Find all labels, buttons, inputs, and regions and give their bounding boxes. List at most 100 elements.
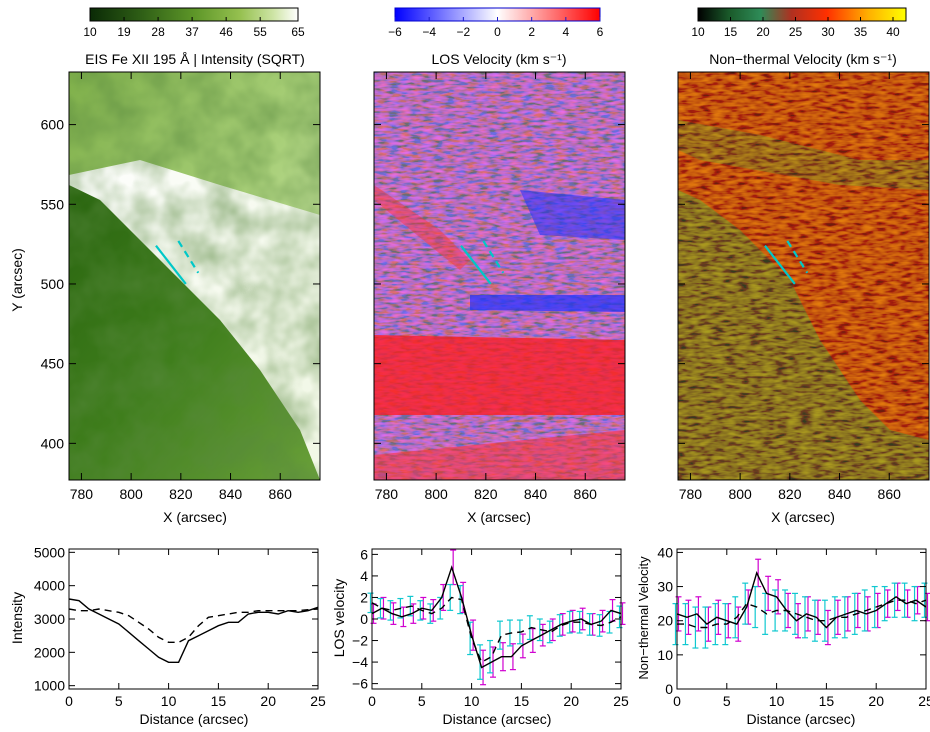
plot-y-tick-label: 4 (360, 568, 368, 584)
plot-x-tick-label: 20 (563, 693, 579, 709)
map-y-tick-label: 400 (41, 435, 65, 451)
map-x-tick-label: 840 (219, 486, 243, 502)
map-intensity-title: EIS Fe XII 195 Å | Intensity (SQRT) (85, 51, 305, 67)
plot-y-tick-label: −2 (352, 633, 368, 649)
plot-x-tick-label: 0 (65, 693, 73, 709)
colorbar-tick-label: 65 (291, 25, 305, 39)
blue-strip-region (470, 295, 625, 312)
slit-line-dashed (177, 240, 200, 274)
map-y-tick-label: 550 (41, 196, 65, 212)
colorbar-nonthermal-ticks: 10 15 20 25 30 35 40 (691, 17, 900, 39)
colorbar-tick-label: −4 (422, 25, 436, 39)
plot-y-tick-label: 40 (657, 544, 673, 560)
plot-y-tick-label: 2 (360, 589, 368, 605)
map-nonthermal-xlabel: X (arcsec) (771, 509, 835, 525)
plot-nonthermal-ylabel: Non−thermal Velocity (636, 556, 651, 680)
series-line-dashed (677, 599, 927, 629)
plot-x-tick-label: 25 (310, 693, 326, 709)
map-x-tick-label: 800 (728, 486, 752, 502)
plot-y-tick-label: 0 (665, 681, 673, 697)
plot-x-tick-label: 10 (161, 693, 177, 709)
colorbar-intensity-ticks: 10 19 28 37 46 55 65 (83, 17, 305, 39)
plot-y-tick-label: 3000 (34, 611, 65, 627)
plot-velocity-xlabel: Distance (arcsec) (443, 711, 552, 727)
colorbar-tick-label: 19 (117, 25, 131, 39)
map-nonthermal (678, 72, 929, 480)
colorbar-tick-label: 2 (528, 25, 535, 39)
map-axes: 780 800 820 840 860 400 450 500 550 600 780 800 820 8… (41, 72, 929, 502)
plot-x-tick-label: 25 (918, 693, 930, 709)
plot-intensity-profile: 0 5 10 15 20 25 1000 2000 3000 4000 5000 (34, 544, 326, 709)
plot-x-tick-label: 15 (819, 693, 835, 709)
colorbar-tick-label: 20 (756, 25, 770, 39)
map-velocity (374, 72, 625, 480)
map-intensity-ylabel: Y (arcsec) (9, 248, 25, 312)
map-velocity-title: LOS Velocity (km s⁻¹) (432, 51, 567, 67)
slit-line-solid (155, 245, 187, 285)
colorbar-tick-label: 46 (219, 25, 233, 39)
colorbar-tick-label: 4 (562, 25, 569, 39)
map-x-tick-label: 820 (169, 486, 193, 502)
plot-y-tick-label: 2000 (34, 644, 65, 660)
map-x-tick-label: 780 (70, 486, 94, 502)
plot-intensity-xlabel: Distance (arcsec) (140, 711, 249, 727)
colorbar-tick-label: 37 (185, 25, 199, 39)
plot-y-tick-label: 4000 (34, 578, 65, 594)
plot-x-tick-label: 5 (418, 693, 426, 709)
colorbar-intensity: 10 19 28 37 46 55 65 (83, 7, 305, 39)
plot-velocity-ylabel: LOS velocity (331, 579, 347, 658)
slit-lines (460, 240, 505, 285)
plot-frame (676, 548, 927, 690)
plot-intensity-ylabel: Intensity (9, 592, 25, 644)
plot-frame (371, 548, 622, 690)
map-velocity-xlabel: X (arcsec) (467, 509, 531, 525)
plot-y-tick-label: 30 (657, 579, 673, 595)
colorbar-tick-label: 0 (494, 25, 501, 39)
map-x-tick-label: 860 (574, 486, 598, 502)
map-x-tick-label: 800 (424, 486, 448, 502)
map-y-tick-label: 500 (41, 276, 65, 292)
plot-x-tick-label: 0 (673, 693, 681, 709)
plot-x-tick-label: 10 (464, 693, 480, 709)
map-x-tick-label: 820 (778, 486, 802, 502)
map-x-tick-label: 820 (474, 486, 498, 502)
colorbar-tick-label: 10 (691, 25, 705, 39)
map-intensity (69, 72, 320, 480)
map-y-tick-label: 450 (41, 356, 65, 372)
colorbar-tick-label: 35 (854, 25, 868, 39)
plot-x-tick-label: 15 (514, 693, 530, 709)
slit-lines (764, 240, 809, 285)
colorbar-tick-label: 10 (83, 25, 97, 39)
map-x-tick-label: 860 (269, 486, 293, 502)
slit-line-dashed (786, 240, 809, 274)
colorbar-velocity-ticks: −6 −4 −2 0 2 4 6 (388, 17, 604, 39)
colorbar-tick-label: 55 (254, 25, 268, 39)
plot-nonthermal-profile: 0 5 10 15 20 25 0 10 20 30 40 (657, 544, 930, 709)
plot-y-tick-label: 1000 (34, 678, 65, 694)
plot-y-tick-label: 10 (657, 647, 673, 663)
slit-line-solid (460, 245, 492, 285)
blue-patch-region (520, 190, 625, 240)
series-line-solid (371, 565, 622, 669)
red-band-region (374, 335, 625, 415)
series-line-solid (68, 598, 319, 663)
series-line-dashed (68, 608, 319, 643)
plot-y-tick-label: 6 (360, 546, 368, 562)
colorbar-tick-label: −6 (388, 25, 402, 39)
plot-los-velocity-profile: 0 5 10 15 20 25 −6 −4 −2 0 2 4 6 (352, 546, 629, 709)
colorbar-tick-label: 6 (597, 25, 604, 39)
plot-y-tick-label: 0 (360, 611, 368, 627)
plot-y-tick-label: −6 (352, 676, 368, 692)
colorbar-tick-label: −2 (456, 25, 470, 39)
map-intensity-xlabel: X (arcsec) (163, 509, 227, 525)
plot-y-tick-label: −4 (352, 654, 368, 670)
red-bottom-region (374, 430, 625, 480)
map-x-tick-label: 780 (679, 486, 703, 502)
colorbar-tick-label: 25 (789, 25, 803, 39)
map-x-tick-label: 860 (878, 486, 902, 502)
colorbar-tick-label: 40 (886, 25, 900, 39)
plot-x-tick-label: 0 (368, 693, 376, 709)
plot-x-tick-label: 5 (115, 693, 123, 709)
plot-y-tick-label: 20 (657, 613, 673, 629)
